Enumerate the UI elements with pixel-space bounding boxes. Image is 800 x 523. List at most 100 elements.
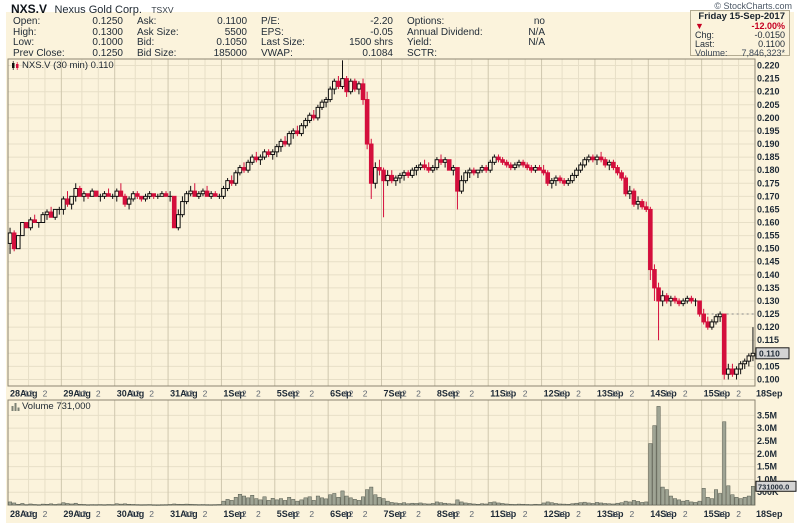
svg-text:2.5M: 2.5M [757,436,777,446]
svg-text:12Sep: 12Sep [544,509,571,519]
price-panel-label-text: NXS.V (30 min) 0.110 [22,60,114,71]
svg-text:5Sep: 5Sep [277,389,299,399]
svg-text:0.130: 0.130 [757,296,780,306]
svg-text:14Sep: 14Sep [650,389,677,399]
svg-text:12: 12 [557,389,567,399]
pe-value: -2.20 [370,16,393,27]
svg-text:0.100: 0.100 [757,374,780,384]
svg-text:28Aug: 28Aug [10,509,38,519]
candlestick-icon [11,61,20,70]
svg-text:0.175: 0.175 [757,178,780,188]
quote-column-fundamentals: P/E: -2.20 EPS: -0.05 Last Size: 1500 shrs … [261,16,393,59]
ask-size-label: Ask Size: [137,26,179,38]
svg-text:2: 2 [149,509,154,519]
svg-text:7Sep: 7Sep [384,509,406,519]
svg-text:0.205: 0.205 [757,100,780,110]
eps-value: -0.05 [370,26,393,38]
svg-text:500K: 500K [757,487,779,497]
svg-text:1.0M: 1.0M [757,474,777,484]
svg-text:12: 12 [611,389,621,399]
svg-text:0.155: 0.155 [757,231,780,241]
svg-text:3.0M: 3.0M [757,423,777,433]
volume-bars-icon [11,402,20,411]
svg-text:12: 12 [664,509,674,519]
stockcharts-copyright: © StockCharts.com [714,1,792,11]
svg-text:2: 2 [683,389,688,399]
svg-text:2: 2 [256,509,261,519]
svg-text:12: 12 [344,509,354,519]
yield-label: Yield: [407,37,432,48]
svg-text:7Sep: 7Sep [384,389,406,399]
annual-dividend-label: Annual Dividend: [407,26,483,38]
svg-text:0.215: 0.215 [757,74,780,84]
quote-column-bidask: Ask: 0.1100 Ask Size: 5500 Bid: 0.1050 Bid … [137,16,247,59]
svg-text:2: 2 [309,389,314,399]
svg-text:2: 2 [576,509,581,519]
svg-text:12: 12 [451,389,461,399]
bid-size-value: 185000 [213,47,247,59]
svg-text:0.110: 0.110 [759,349,780,359]
svg-text:6Sep: 6Sep [330,509,352,519]
svg-text:8Sep: 8Sep [437,389,459,399]
svg-text:5Sep: 5Sep [277,509,299,519]
ask-label: Ask: [137,16,157,27]
bid-value: 0.1050 [216,37,247,48]
svg-text:2: 2 [630,509,635,519]
chart-titlebar: NXS.V Nexus Gold Corp. TSXV [11,0,174,18]
svg-text:2: 2 [736,389,741,399]
options-label: Options: [407,16,445,27]
svg-text:30Aug: 30Aug [117,509,145,519]
svg-text:0.170: 0.170 [757,191,780,201]
pe-label: P/E: [261,16,280,27]
vwap-label: VWAP: [261,47,293,59]
svg-text:15Sep: 15Sep [704,509,731,519]
bid-size-label: Bid Size: [137,47,177,59]
svg-text:12: 12 [131,389,141,399]
volume-panel-label-text: Volume 731,000 [22,401,91,412]
svg-text:12: 12 [237,389,247,399]
svg-text:12: 12 [611,509,621,519]
svg-text:2: 2 [469,509,474,519]
svg-text:11Sep: 11Sep [490,509,517,519]
low-label: Low: [13,37,35,48]
session-date: Friday 15-Sep-2017 [698,11,785,22]
svg-text:12Sep: 12Sep [544,389,571,399]
svg-text:0.200: 0.200 [757,113,780,123]
yield-value: N/A [528,37,545,48]
svg-text:0.165: 0.165 [757,204,780,214]
svg-text:2: 2 [203,389,208,399]
svg-text:0.120: 0.120 [757,322,780,332]
svg-text:0.185: 0.185 [757,152,780,162]
svg-text:8Sep: 8Sep [437,509,459,519]
svg-text:18Sep: 18Sep [756,389,783,399]
svg-text:12: 12 [77,389,87,399]
svg-text:12: 12 [717,389,727,399]
svg-text:2: 2 [96,389,101,399]
svg-text:0.125: 0.125 [757,309,780,319]
svg-text:2: 2 [523,509,528,519]
svg-text:2: 2 [149,389,154,399]
svg-text:2: 2 [469,389,474,399]
volume-label: Volume: [695,48,728,59]
svg-text:12: 12 [664,389,674,399]
svg-text:2: 2 [630,389,635,399]
svg-text:0.145: 0.145 [757,257,780,267]
quote-panel: Open: 0.1250 High: 0.1300 Low: 0.1000 Prev … [13,16,545,59]
svg-text:6Sep: 6Sep [330,389,352,399]
svg-text:0.115: 0.115 [757,335,779,345]
prev-close-label: Prev Close: [13,47,65,59]
high-value: 0.1300 [92,26,123,38]
svg-text:12: 12 [24,509,34,519]
ask-size-value: 5500 [224,26,247,38]
bid-label: Bid: [137,37,155,48]
svg-text:15Sep: 15Sep [704,389,731,399]
svg-text:28Aug: 28Aug [10,389,38,399]
chart-background [6,12,794,523]
sctr-label: SCTR: [407,47,437,59]
svg-text:12: 12 [451,509,461,519]
svg-text:12: 12 [504,389,514,399]
quote-column-ohlc: Open: 0.1250 High: 0.1300 Low: 0.1000 Prev … [13,16,123,59]
svg-text:0.190: 0.190 [757,139,780,149]
svg-text:2: 2 [203,509,208,519]
